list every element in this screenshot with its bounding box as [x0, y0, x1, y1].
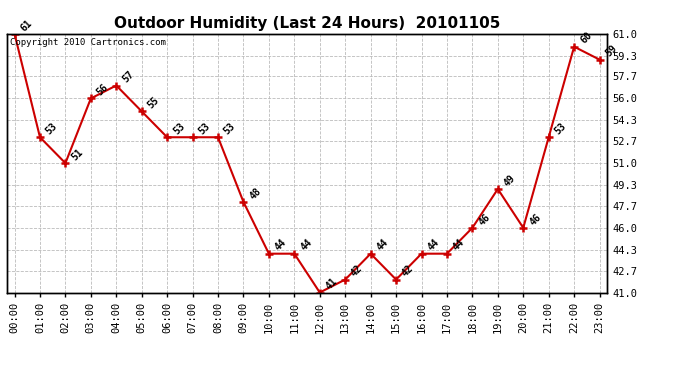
Text: 53: 53 — [44, 121, 59, 136]
Text: 57: 57 — [121, 69, 136, 85]
Text: 55: 55 — [146, 95, 161, 111]
Text: Copyright 2010 Cartronics.com: Copyright 2010 Cartronics.com — [10, 38, 166, 46]
Text: 42: 42 — [400, 263, 415, 279]
Text: 53: 53 — [222, 121, 237, 136]
Text: 59: 59 — [604, 44, 619, 59]
Text: 61: 61 — [19, 18, 34, 33]
Text: 44: 44 — [299, 237, 314, 253]
Title: Outdoor Humidity (Last 24 Hours)  20101105: Outdoor Humidity (Last 24 Hours) 2010110… — [114, 16, 500, 31]
Text: 44: 44 — [273, 237, 288, 253]
Text: 53: 53 — [197, 121, 212, 136]
Text: 48: 48 — [248, 186, 263, 201]
Text: 46: 46 — [477, 211, 492, 227]
Text: 60: 60 — [578, 30, 593, 46]
Text: 53: 53 — [171, 121, 187, 136]
Text: 44: 44 — [375, 237, 390, 253]
Text: 42: 42 — [349, 263, 365, 279]
Text: 41: 41 — [324, 276, 339, 292]
Text: 44: 44 — [426, 237, 441, 253]
Text: 44: 44 — [451, 237, 466, 253]
Text: 51: 51 — [70, 147, 85, 162]
Text: 56: 56 — [95, 82, 110, 98]
Text: 46: 46 — [527, 211, 543, 227]
Text: 49: 49 — [502, 173, 518, 188]
Text: 53: 53 — [553, 121, 569, 136]
